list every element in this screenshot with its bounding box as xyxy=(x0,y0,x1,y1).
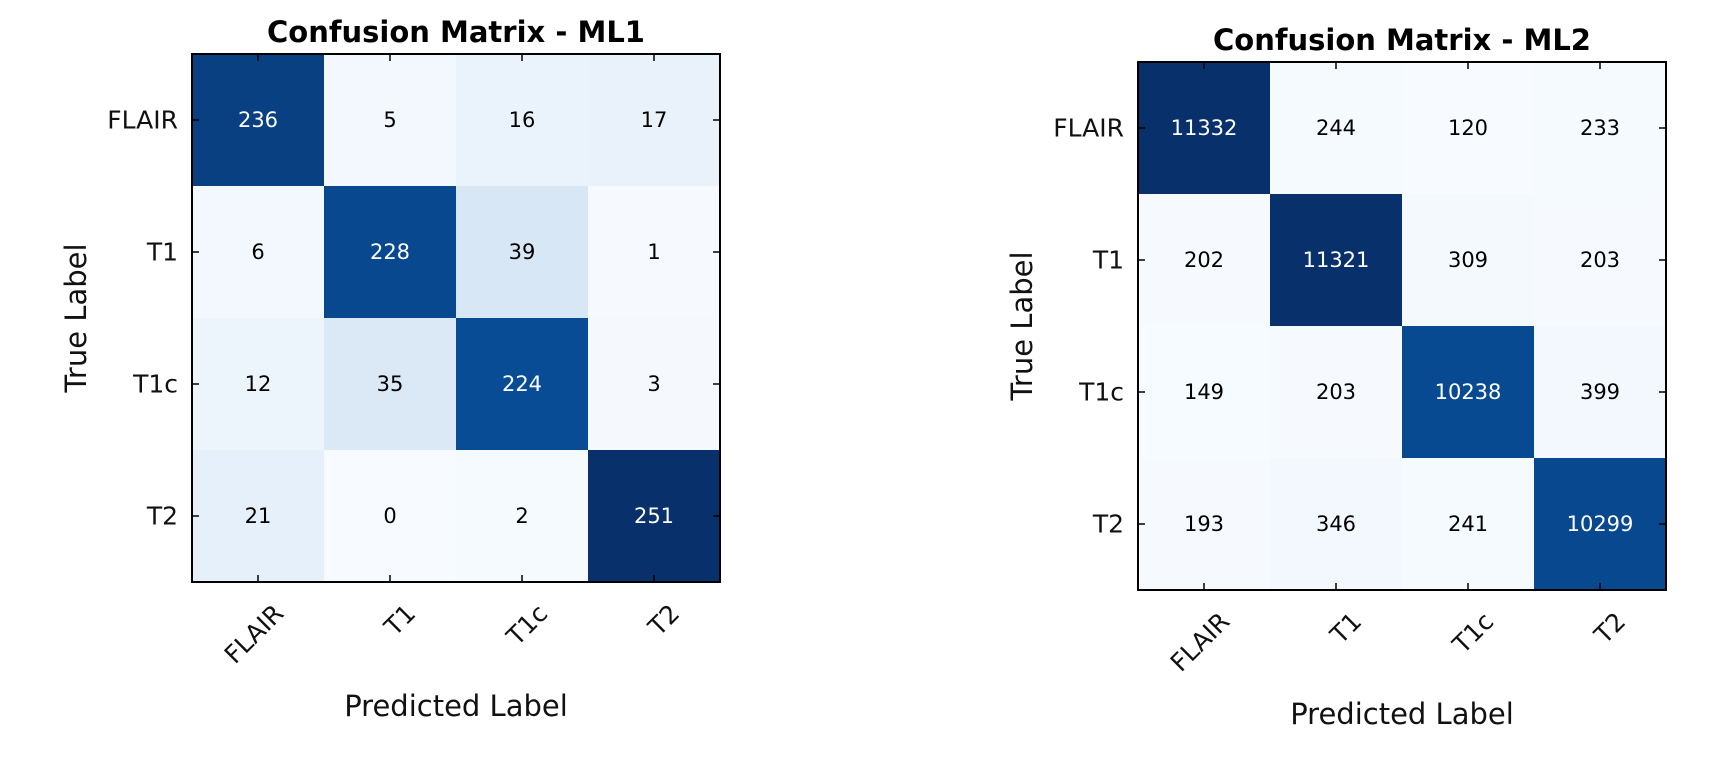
cell-value-label: 233 xyxy=(1580,116,1620,140)
heatmap-cell xyxy=(1402,458,1535,591)
heatmap-cell xyxy=(1534,326,1667,459)
y-tick-label: T1c xyxy=(1078,378,1124,407)
cell-value-label: 193 xyxy=(1184,512,1224,536)
cell-value-label: 21 xyxy=(245,504,272,528)
cell-value-label: 203 xyxy=(1580,248,1620,272)
x-tick-label: T2 xyxy=(1588,607,1631,650)
cell-value-label: 10299 xyxy=(1567,512,1634,536)
x-tick-label: T1 xyxy=(1324,607,1367,650)
cell-value-label: 224 xyxy=(502,372,542,396)
cell-value-label: 228 xyxy=(370,240,410,264)
heatmap-cell xyxy=(1534,62,1667,195)
cell-value-label: 39 xyxy=(509,240,536,264)
cell-value-label: 6 xyxy=(251,240,264,264)
chart-title: Confusion Matrix - ML1 xyxy=(267,15,645,49)
x-tick-label: FLAIR xyxy=(1165,607,1236,678)
heatmap-cell xyxy=(1138,326,1271,459)
cell-value-label: 11332 xyxy=(1171,116,1238,140)
y-tick-label: T1c xyxy=(132,370,178,399)
confusion-matrix-ml1: 236 5 16 17 6 228 39 1 12 35 224 3 21 0 2 251 FLAIR T1 T1c… xyxy=(59,15,721,723)
cell-value-label: 12 xyxy=(245,372,272,396)
y-tick-label: T2 xyxy=(146,502,178,531)
cell-value-label: 399 xyxy=(1580,380,1620,404)
heatmap-cell xyxy=(1138,194,1271,327)
heatmap-cell xyxy=(324,54,457,187)
x-tick-label: T1c xyxy=(1446,607,1499,660)
cell-value-label: 11321 xyxy=(1303,248,1370,272)
cell-value-label: 2 xyxy=(515,504,528,528)
x-tick-label: T1 xyxy=(378,599,421,642)
heatmap-cell xyxy=(1270,326,1403,459)
heatmap-cell xyxy=(324,318,457,451)
heatmap-cell xyxy=(588,318,721,451)
x-tick-label: T2 xyxy=(642,599,685,642)
plot-frame xyxy=(1137,61,1667,591)
cell-value-label: 251 xyxy=(634,504,674,528)
chart-title: Confusion Matrix - ML2 xyxy=(1213,23,1591,57)
heatmap-cell xyxy=(192,54,325,187)
x-axis-label: Predicted Label xyxy=(344,689,568,723)
heatmap-cell xyxy=(588,54,721,187)
heatmap-cell xyxy=(456,450,589,583)
heatmap-cell xyxy=(192,318,325,451)
x-tick-label: FLAIR xyxy=(219,599,290,670)
cell-value-label: 3 xyxy=(647,372,660,396)
heatmap-cell xyxy=(456,318,589,451)
cell-value-label: 346 xyxy=(1316,512,1356,536)
cell-value-label: 1 xyxy=(647,240,660,264)
heatmap-cell xyxy=(324,186,457,319)
y-tick-label: T2 xyxy=(1092,510,1124,539)
heatmap-cell xyxy=(324,450,457,583)
heatmap-cell xyxy=(192,186,325,319)
cell-value-label: 149 xyxy=(1184,380,1224,404)
y-axis-label: True Label xyxy=(1005,251,1039,401)
y-tick-label: FLAIR xyxy=(107,106,178,135)
plot-frame xyxy=(191,53,721,583)
cell-value-label: 5 xyxy=(383,108,396,132)
x-axis-label: Predicted Label xyxy=(1290,697,1514,731)
heatmap-cell xyxy=(456,186,589,319)
heatmap-cell xyxy=(1138,458,1271,591)
cell-value-label: 10238 xyxy=(1435,380,1502,404)
cell-value-label: 244 xyxy=(1316,116,1356,140)
cell-value-label: 236 xyxy=(238,108,278,132)
cell-value-label: 202 xyxy=(1184,248,1224,272)
heatmap-cell xyxy=(1270,458,1403,591)
confusion-matrix-ml2: 11332 244 120 233 202 11321 309 203 149 203 10238 3… xyxy=(1005,23,1667,731)
heatmap-cell xyxy=(1534,194,1667,327)
heatmap-cell xyxy=(192,450,325,583)
cell-value-label: 241 xyxy=(1448,512,1488,536)
cell-value-label: 17 xyxy=(641,108,668,132)
heatmap-cell xyxy=(1270,194,1403,327)
cell-value-label: 16 xyxy=(509,108,536,132)
heatmap-cell xyxy=(1402,194,1535,327)
cell-value-label: 0 xyxy=(383,504,396,528)
y-tick-label: T1 xyxy=(146,238,178,267)
y-tick-label: FLAIR xyxy=(1053,114,1124,143)
cell-value-label: 203 xyxy=(1316,380,1356,404)
heatmap-cell xyxy=(456,54,589,187)
y-axis-label: True Label xyxy=(59,243,93,393)
x-tick-label: T1c xyxy=(500,599,553,652)
heatmap-cell xyxy=(1534,458,1667,591)
cell-value-label: 120 xyxy=(1448,116,1488,140)
heatmap-cell xyxy=(588,186,721,319)
heatmap-cell xyxy=(1138,62,1271,195)
heatmap-cell xyxy=(1270,62,1403,195)
heatmap-cell xyxy=(1402,62,1535,195)
heatmap-cell xyxy=(588,450,721,583)
heatmap-cell xyxy=(1402,326,1535,459)
cell-value-label: 309 xyxy=(1448,248,1488,272)
y-tick-label: T1 xyxy=(1092,246,1124,275)
cell-value-label: 35 xyxy=(377,372,404,396)
